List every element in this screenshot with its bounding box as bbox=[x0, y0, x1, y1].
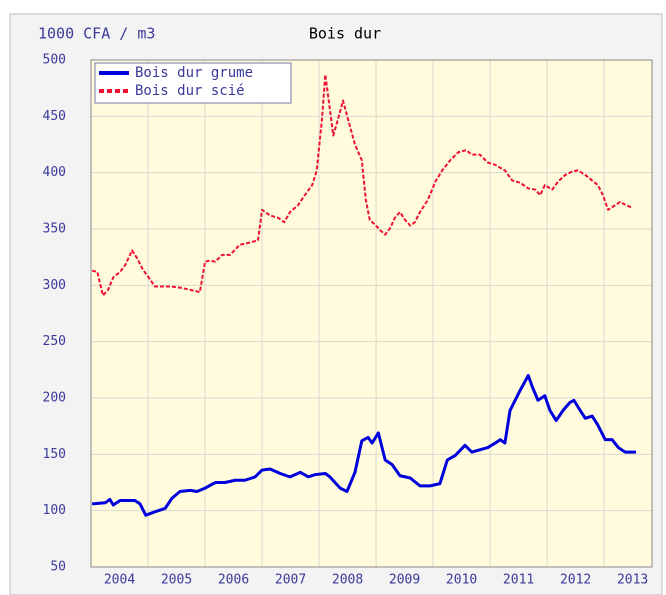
x-tick-label: 2009 bbox=[389, 573, 420, 588]
data-line bbox=[92, 373, 637, 517]
y-tick-label: 150 bbox=[43, 447, 66, 462]
legend-label: Bois dur scié bbox=[135, 83, 245, 99]
x-tick-label: 2011 bbox=[503, 573, 534, 588]
unit-label: 1000 CFA / m3 bbox=[38, 25, 155, 43]
y-tick-label: 250 bbox=[43, 334, 66, 349]
y-tick-label: 500 bbox=[43, 53, 66, 68]
y-tick-label: 200 bbox=[43, 391, 66, 406]
plot-frame bbox=[90, 59, 653, 568]
legend-label: Bois dur grume bbox=[135, 65, 253, 81]
x-tick-label: 2007 bbox=[275, 573, 306, 588]
chart-title: Bois dur bbox=[309, 25, 381, 43]
data-line bbox=[91, 73, 633, 297]
y-tick-label: 50 bbox=[50, 560, 66, 575]
x-tick-label: 2010 bbox=[446, 573, 477, 588]
y-tick-label: 300 bbox=[43, 278, 66, 293]
x-tick-label: 2004 bbox=[104, 573, 135, 588]
y-tick-label: 350 bbox=[43, 222, 66, 237]
y-tick-label: 100 bbox=[43, 503, 66, 518]
x-tick-label: 2012 bbox=[560, 573, 591, 588]
x-tick-label: 2013 bbox=[617, 573, 648, 588]
x-tick-label: 2006 bbox=[218, 573, 249, 588]
plot-background bbox=[90, 59, 653, 568]
x-tick-label: 2005 bbox=[161, 573, 192, 588]
y-tick-label: 450 bbox=[43, 109, 66, 124]
legend-box bbox=[94, 62, 292, 104]
x-tick-label: 2008 bbox=[332, 573, 363, 588]
y-tick-label: 400 bbox=[43, 165, 66, 180]
